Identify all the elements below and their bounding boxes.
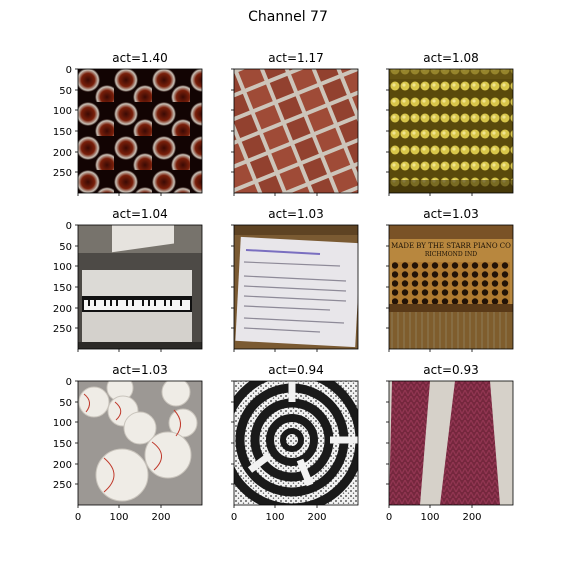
panel-title-1: act=1.40 [112, 51, 168, 65]
panel-image-1 [78, 69, 202, 193]
x-tick-200-col1: 200 [151, 512, 170, 523]
figure-title: Channel 77 [248, 9, 328, 25]
panel-image-3 [389, 69, 513, 193]
y-tick-labels: 0 50 100 150 200 250 0 50 100 150 200 25… [53, 65, 72, 491]
panel-title-7: act=1.03 [112, 363, 168, 377]
panel-title-2: act=1.17 [268, 51, 324, 65]
x-tick-0-col1: 0 [75, 512, 81, 523]
y-tick-50-row1: 50 [59, 86, 72, 97]
piano-brand-text: MADE BY THE STARR PIANO CO [391, 242, 511, 250]
y-tick-200-row1: 200 [53, 148, 72, 159]
panel-title-9: act=0.93 [423, 363, 479, 377]
panel-image-2 [234, 69, 358, 193]
panel-title-3: act=1.08 [423, 51, 479, 65]
panel-image-9 [389, 381, 513, 505]
y-tick-150-row3: 150 [53, 439, 72, 450]
y-tick-150-row2: 150 [53, 283, 72, 294]
y-tick-50-row3: 50 [59, 398, 72, 409]
x-tick-0-col3: 0 [386, 512, 392, 523]
x-tick-200-col2: 200 [307, 512, 326, 523]
y-tick-0-row2: 0 [66, 221, 72, 232]
y-tick-200-row2: 200 [53, 304, 72, 315]
maze-gaps [247, 381, 358, 487]
piano-keys [84, 300, 190, 310]
panel-image-8 [234, 381, 358, 505]
panel-title-8: act=0.94 [268, 363, 324, 377]
y-tick-200-row3: 200 [53, 460, 72, 471]
y-tick-50-row2: 50 [59, 242, 72, 253]
y-tick-100-row2: 100 [53, 262, 72, 273]
panel-image-5 [234, 225, 358, 349]
y-tick-100-row1: 100 [53, 106, 72, 117]
panel-title-4: act=1.04 [112, 207, 168, 221]
baseball-stitches [83, 393, 181, 493]
x-tick-0-col2: 0 [231, 512, 237, 523]
panel-image-4 [78, 225, 202, 349]
sign-text-lines [243, 261, 347, 333]
y-tick-250-row3: 250 [53, 480, 72, 491]
panel-title-5: act=1.03 [268, 207, 324, 221]
y-tick-100-row3: 100 [53, 418, 72, 429]
baseball-group [78, 381, 198, 502]
x-tick-100-col2: 100 [265, 512, 284, 523]
piano-strings [391, 312, 507, 349]
x-tick-200-col3: 200 [462, 512, 481, 523]
panel-title-6: act=1.03 [423, 207, 479, 221]
y-tick-150-row1: 150 [53, 127, 72, 138]
y-tick-250-row2: 250 [53, 324, 72, 335]
y-tick-250-row1: 250 [53, 168, 72, 179]
panel-image-6: MADE BY THE STARR PIANO CO RICHMOND IND [389, 225, 513, 349]
panel-image-7 [78, 381, 202, 505]
tick-marks [75, 68, 473, 508]
y-tick-0-row3: 0 [66, 377, 72, 388]
y-tick-0-row1: 0 [66, 65, 72, 76]
x-tick-labels: 0 100 200 0 100 200 0 100 200 [75, 512, 482, 523]
x-tick-100-col1: 100 [109, 512, 128, 523]
x-tick-100-col3: 100 [420, 512, 439, 523]
piano-city-text: RICHMOND IND [425, 251, 477, 258]
